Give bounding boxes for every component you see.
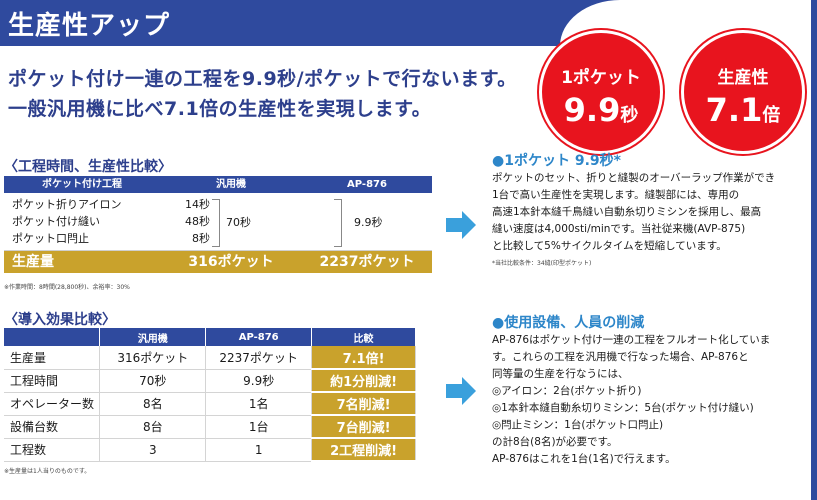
right2-line: ◎アイロン：2台(ポケット折り): [492, 385, 642, 397]
row-label: 工程数: [4, 438, 101, 462]
right2-line: の計8台(8名)が必要です。: [492, 436, 618, 448]
bracket: [334, 199, 342, 247]
badge-per-pocket-label: 1ポケット: [561, 68, 641, 88]
output-general: 316ポケット: [188, 254, 274, 270]
step-time: 8秒: [192, 232, 210, 245]
step-time: 14秒: [185, 198, 210, 211]
col-process: ポケット付け工程: [42, 179, 122, 190]
col-general: 汎用機: [99, 328, 207, 346]
cell-compare: 7名削減!: [311, 392, 416, 416]
cell-general: 8名: [99, 392, 207, 416]
bracket: [212, 199, 220, 247]
right1-body: ポケットのセット、折りと縫製のオーバーラップ作業ができ 1台で高い生産性を実現し…: [492, 170, 810, 255]
right2-line: ◎閂止ミシン：1台(ポケット口閂止): [492, 419, 664, 431]
col-blank: [4, 328, 101, 346]
col-ap876: AP-876: [347, 179, 387, 190]
table-row: 生産量 316ポケット 2237ポケット 7.1倍!: [4, 346, 416, 370]
cell-compare: 7.1倍!: [311, 346, 416, 370]
cell-ap876: 2237ポケット: [205, 346, 313, 370]
lead-line-2: 一般汎用機に比べ7.1倍の生産性を実現します。: [8, 98, 432, 120]
right1-line: ポケットのセット、折りと縫製のオーバーラップ作業ができ: [492, 172, 776, 184]
row-label: オペレーター数: [4, 392, 101, 416]
right2-title: ●使用設備、人員の削減: [492, 315, 645, 331]
badge-productivity-label: 生産性: [717, 68, 769, 88]
output-row: 生産量 316ポケット 2237ポケット: [4, 251, 432, 273]
section2-note: ※生産量は1人当りのものです。: [4, 468, 91, 475]
col-compare: 比較: [311, 328, 416, 346]
effect-comparison-table: 汎用機 AP-876 比較 生産量 316ポケット 2237ポケット 7.1倍!…: [4, 328, 416, 462]
cell-general: 70秒: [99, 369, 207, 393]
step-label: ポケット口閂止: [12, 232, 89, 245]
right2-line: AP-876はポケット付け一連の工程をフルオート化していま: [492, 334, 771, 346]
cell-ap876: 1名: [205, 392, 313, 416]
right1-line: 縫い速度は4,000sti/minです。当社従来機(AVP-875): [492, 223, 746, 235]
right1-line: と比較して5%サイクルタイムを短縮しています。: [492, 240, 727, 252]
lead-text: ポケット付け一連の工程を9.9秒/ポケットで行ないます。 一般汎用機に比べ7.1…: [8, 64, 517, 124]
badge-per-pocket-unit: 秒: [620, 105, 639, 126]
step-label: ポケット付け縫い: [12, 215, 100, 228]
badge-per-pocket: 1ポケット 9.9秒: [539, 30, 663, 154]
cell-compare: 約1分削減!: [311, 369, 416, 393]
cell-general: 8台: [99, 415, 207, 439]
page-title: 生産性アップ: [8, 11, 171, 41]
lead-line-1: ポケット付け一連の工程を9.9秒/ポケットで行ないます。: [8, 68, 517, 90]
output-label: 生産量: [12, 254, 54, 270]
total-general: 70秒: [226, 216, 251, 229]
section1-title: 〈工程時間、生産性比較〉: [4, 159, 172, 175]
col-general: 汎用機: [216, 179, 246, 190]
right1-note: *当社比較条件：34縫(印型ポケット): [492, 260, 592, 267]
table-row: 設備台数 8台 1台 7台削減!: [4, 415, 416, 439]
table-header-row: 汎用機 AP-876 比較: [4, 328, 416, 346]
cell-ap876: 9.9秒: [205, 369, 313, 393]
badge-per-pocket-value: 9.9: [563, 91, 621, 129]
right2-line: す。これらの工程を汎用機で行なった場合、AP-876と: [492, 351, 749, 363]
badge-productivity-unit: 倍: [762, 105, 781, 126]
table-row: 工程数 3 1 2工程削減!: [4, 438, 416, 462]
right-rim: [811, 0, 817, 500]
step-time: 48秒: [185, 215, 210, 228]
row-label: 工程時間: [4, 369, 101, 393]
section1-note: ※作業時間：8時間(28,800秒)、余裕率：30%: [4, 284, 130, 291]
cell-general: 3: [99, 438, 207, 462]
badge-productivity-value: 7.1: [705, 91, 763, 129]
right2-line: ◎1本針本縫自動糸切りミシン：5台(ポケット付け縫い): [492, 402, 754, 414]
process-time-table-body: ポケット折りアイロン ポケット付け縫い ポケット口閂止 14秒 48秒 8秒 7…: [4, 193, 432, 251]
cell-compare: 2工程削減!: [311, 438, 416, 462]
col-ap876: AP-876: [205, 328, 313, 346]
cell-ap876: 1台: [205, 415, 313, 439]
cell-ap876: 1: [205, 438, 313, 462]
process-time-table-header: ポケット付け工程 汎用機 AP-876: [4, 176, 432, 193]
right1-title: ●1ポケット 9.9秒*: [492, 153, 621, 169]
table-row: 工程時間 70秒 9.9秒 約1分削減!: [4, 369, 416, 393]
right2-body: AP-876はポケット付け一連の工程をフルオート化していま す。これらの工程を汎…: [492, 332, 810, 468]
table-row: オペレーター数 8名 1名 7名削減!: [4, 392, 416, 416]
section2-title: 〈導入効果比較〉: [4, 312, 116, 328]
row-label: 生産量: [4, 346, 101, 370]
cell-general: 316ポケット: [99, 346, 207, 370]
right1-line: 1台で高い生産性を実現します。縫製部には、専用の: [492, 189, 740, 201]
right2-line: AP-876はこれを1台(1名)で行えます。: [492, 453, 676, 465]
right2-line: 同等量の生産を行なうには、: [492, 368, 629, 380]
right1-line: 高速1本針本縫千鳥縫い自動糸切りミシンを採用し、最高: [492, 206, 762, 218]
badge-productivity: 生産性 7.1倍: [681, 30, 805, 154]
row-label: 設備台数: [4, 415, 101, 439]
total-ap876: 9.9秒: [354, 216, 383, 229]
step-label: ポケット折りアイロン: [12, 198, 122, 211]
process-time-table: ポケット付け工程 汎用機 AP-876 ポケット折りアイロン ポケット付け縫い …: [4, 176, 432, 273]
cell-compare: 7台削減!: [311, 415, 416, 439]
output-ap876: 2237ポケット: [319, 254, 415, 270]
